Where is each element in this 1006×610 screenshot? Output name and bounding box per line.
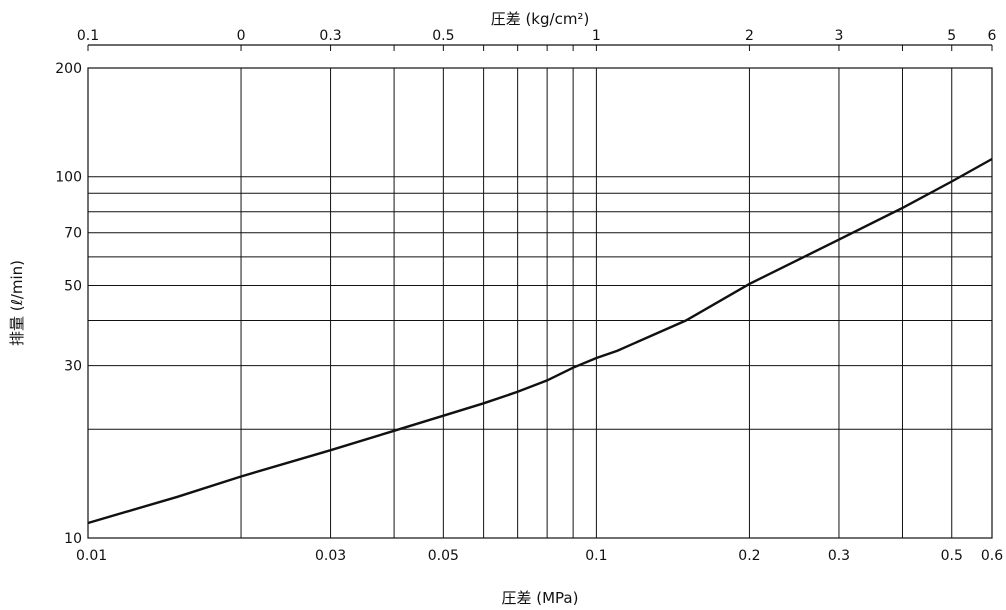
x-tick-label: 0.5	[941, 548, 963, 564]
x-tick-label: 0.05	[428, 548, 459, 564]
plot-frame	[87, 67, 993, 539]
top-tick-label: 1	[592, 28, 601, 44]
top-tick-label: 2	[745, 28, 754, 44]
x-tick-label: 0.1	[585, 548, 607, 564]
top-tick-label: 0.5	[432, 28, 454, 44]
y-tick-label: 10	[64, 531, 82, 547]
top-tick-label: 0	[237, 28, 246, 44]
curve-layer	[87, 157, 993, 525]
top-axis	[87, 44, 993, 51]
x-tick-label: 0.01	[76, 548, 107, 564]
top-tick-label: 0.1	[77, 28, 99, 44]
x-tick-label: 0.03	[315, 548, 346, 564]
y-tick-label: 200	[55, 61, 82, 77]
x-tick-label: 0.6	[981, 548, 1003, 564]
x-tick-label: 0.2	[738, 548, 760, 564]
y-tick-label: 30	[64, 359, 82, 375]
grid-layer	[88, 68, 992, 538]
y-tick-label: 50	[64, 278, 82, 294]
top-tick-label: 6	[988, 28, 997, 44]
y-tick-label: 70	[64, 226, 82, 242]
series-line	[87, 157, 993, 525]
x-axis-title: 圧差 (MPa)	[502, 589, 579, 607]
y-axis-title: 排量 (ℓ/min)	[8, 260, 26, 346]
x-tick-label: 0.3	[828, 548, 850, 564]
y-tick-label: 100	[55, 170, 82, 186]
top-axis-title: 圧差 (kg/cm²)	[491, 10, 590, 28]
top-tick-label: 3	[834, 28, 843, 44]
label-layer: 0.01 0.03 0.05 0.1 0.2 0.3 0.5 0.61030507010020…	[55, 28, 1003, 564]
top-tick-label: 0.3	[319, 28, 341, 44]
top-tick-label: 5	[947, 28, 956, 44]
